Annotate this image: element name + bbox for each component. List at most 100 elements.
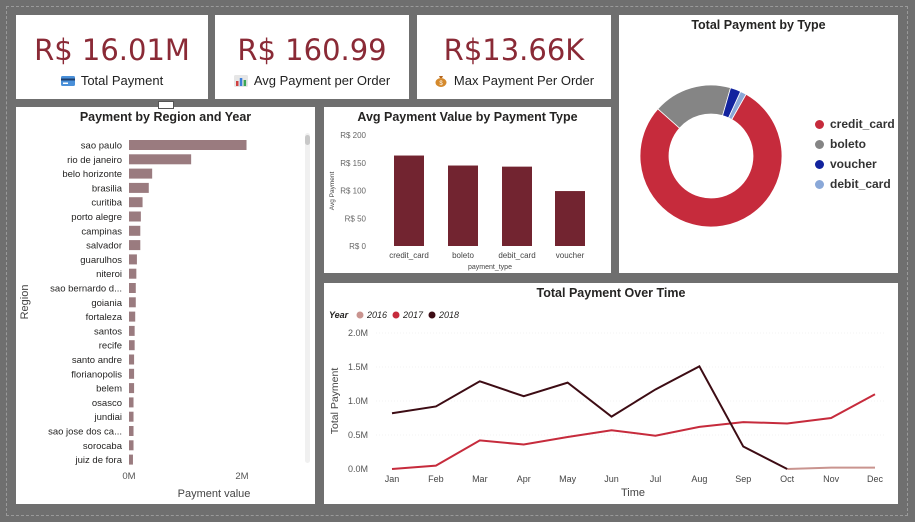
donut-legend-item[interactable]: debit_card bbox=[815, 177, 891, 191]
region-tick-label: sao jose dos ca... bbox=[48, 427, 122, 438]
legend-label: boleto bbox=[830, 137, 866, 151]
region-bar[interactable] bbox=[129, 240, 141, 251]
region-x-tick: 0M bbox=[122, 471, 135, 482]
kpi-value: R$ 16.01M bbox=[34, 33, 190, 67]
region-chart-card[interactable]: Payment by Region and Year sao paulo rio … bbox=[16, 107, 315, 504]
donut-slice-credit-card[interactable] bbox=[639, 93, 783, 228]
time-legend-label[interactable]: 2018 bbox=[438, 310, 459, 320]
legend-dot bbox=[356, 311, 364, 319]
series-line-2016[interactable] bbox=[787, 466, 875, 470]
region-bar[interactable] bbox=[129, 197, 143, 208]
avg-type-chart-card[interactable]: Avg Payment Value by Payment Type R$ 200… bbox=[324, 107, 611, 273]
region-bar[interactable] bbox=[129, 225, 141, 236]
time-legend-label[interactable]: 2016 bbox=[366, 310, 387, 320]
avg-y-tick: R$ 200 bbox=[340, 131, 366, 140]
region-tick-label: salvador bbox=[86, 241, 122, 252]
region-bar[interactable] bbox=[129, 168, 153, 179]
time-x-tick: Mar bbox=[472, 474, 488, 484]
time-y-label: Total Payment bbox=[329, 368, 341, 435]
region-bar[interactable] bbox=[129, 340, 135, 351]
avg-bar[interactable] bbox=[502, 166, 532, 246]
region-bar[interactable] bbox=[129, 211, 141, 222]
region-bar[interactable] bbox=[129, 411, 134, 422]
donut-chart[interactable] bbox=[619, 15, 898, 273]
kpi-label: Avg Payment per Order bbox=[253, 73, 391, 88]
region-tick-label: osasco bbox=[92, 398, 122, 409]
legend-label: credit_card bbox=[830, 117, 895, 131]
avg-y-label: Avg Payment bbox=[329, 172, 336, 211]
avg-bar[interactable] bbox=[555, 191, 585, 246]
focus-mode-icon[interactable] bbox=[158, 101, 174, 109]
region-tick-label: santo andre bbox=[72, 355, 122, 366]
avg-y-tick: R$ 0 bbox=[349, 242, 366, 251]
chart-title: Total Payment by Type bbox=[691, 18, 826, 32]
chart-title: Avg Payment Value by Payment Type bbox=[357, 110, 578, 124]
region-bar[interactable] bbox=[129, 154, 192, 165]
legend-label: debit_card bbox=[830, 177, 891, 191]
region-bar[interactable] bbox=[129, 254, 137, 265]
chart-title: Total Payment Over Time bbox=[536, 286, 686, 300]
region-bar[interactable] bbox=[129, 354, 135, 365]
region-bar[interactable] bbox=[129, 182, 149, 193]
region-tick-label: sao bernardo d... bbox=[50, 284, 122, 295]
avg-x-tick: credit_card bbox=[389, 251, 429, 260]
legend-dot bbox=[428, 311, 436, 319]
time-x-label: Time bbox=[621, 487, 645, 499]
region-bar-chart[interactable]: sao paulo rio de janeiro belo horizonte bra… bbox=[16, 107, 315, 504]
donut-slice-voucher[interactable] bbox=[722, 87, 742, 119]
region-bar[interactable] bbox=[129, 311, 136, 322]
kpi-label-row: Total Payment bbox=[16, 73, 208, 88]
region-tick-label: curitiba bbox=[91, 198, 122, 209]
region-tick-label: florianopolis bbox=[71, 369, 122, 380]
region-tick-label: brasilia bbox=[92, 183, 123, 194]
region-bar[interactable] bbox=[129, 454, 133, 465]
kpi-card-max-payment[interactable]: R$13.66K $ Max Payment Per Order bbox=[417, 15, 611, 99]
scrollbar-track[interactable] bbox=[305, 133, 310, 463]
scrollbar-thumb[interactable] bbox=[305, 135, 310, 145]
series-line-2018[interactable] bbox=[391, 364, 788, 470]
time-chart-card[interactable]: Total Payment Over Time 2.0M 1.5M 1.0M 0.5M… bbox=[324, 283, 898, 504]
kpi-card-avg-payment[interactable]: R$ 160.99 Avg Payment per Order bbox=[215, 15, 409, 99]
region-bar[interactable] bbox=[129, 140, 247, 150]
region-tick-label: juiz de fora bbox=[75, 455, 123, 466]
time-y-tick: 1.0M bbox=[348, 396, 368, 406]
region-bar[interactable] bbox=[129, 268, 137, 279]
region-bar[interactable] bbox=[129, 397, 134, 408]
region-bar[interactable] bbox=[129, 297, 136, 308]
avg-x-tick: boleto bbox=[452, 251, 474, 260]
avg-bar[interactable] bbox=[448, 165, 478, 246]
time-x-tick: May bbox=[559, 474, 577, 484]
donut-legend-item[interactable]: voucher bbox=[815, 157, 877, 171]
region-bar[interactable] bbox=[129, 283, 136, 293]
legend-dot bbox=[815, 119, 824, 129]
region-x-label: Payment value bbox=[178, 488, 251, 500]
legend-dot bbox=[815, 159, 824, 169]
time-legend-label[interactable]: 2017 bbox=[402, 310, 424, 320]
time-x-tick: Apr bbox=[517, 474, 531, 484]
avg-type-bar-chart[interactable]: R$ 200 R$ 150 R$ 100 R$ 50 R$ 0 credit_card bo… bbox=[324, 107, 611, 273]
series-line-2017[interactable] bbox=[391, 393, 876, 470]
region-tick-label: rio de janeiro bbox=[67, 155, 122, 166]
region-bar[interactable] bbox=[129, 368, 135, 379]
donut-legend-item[interactable]: boleto bbox=[815, 137, 866, 151]
time-x-tick: Feb bbox=[428, 474, 444, 484]
region-tick-label: belem bbox=[96, 384, 122, 395]
time-y-tick: 0.5M bbox=[348, 430, 368, 440]
time-line-chart[interactable]: 2.0M 1.5M 1.0M 0.5M 0.0M Jan Feb Mar Apr May Jun Ju… bbox=[324, 283, 898, 504]
region-tick-label: recife bbox=[99, 341, 122, 352]
avg-bar[interactable] bbox=[394, 155, 424, 246]
donut-legend-item[interactable]: credit_card bbox=[815, 117, 895, 131]
region-tick-label: goiania bbox=[91, 298, 122, 309]
region-x-tick: 2M bbox=[235, 471, 248, 482]
bar-chart-icon bbox=[233, 74, 248, 87]
region-bar[interactable] bbox=[129, 440, 134, 451]
region-bar[interactable] bbox=[129, 383, 135, 394]
time-y-tick: 0.0M bbox=[348, 464, 368, 474]
time-x-tick: Dec bbox=[867, 474, 884, 484]
region-tick-label: belo horizonte bbox=[62, 169, 122, 180]
avg-x-tick: voucher bbox=[556, 251, 585, 260]
region-bar[interactable] bbox=[129, 426, 134, 436]
region-bar[interactable] bbox=[129, 325, 135, 336]
kpi-card-total-payment[interactable]: R$ 16.01M Total Payment bbox=[16, 15, 208, 99]
